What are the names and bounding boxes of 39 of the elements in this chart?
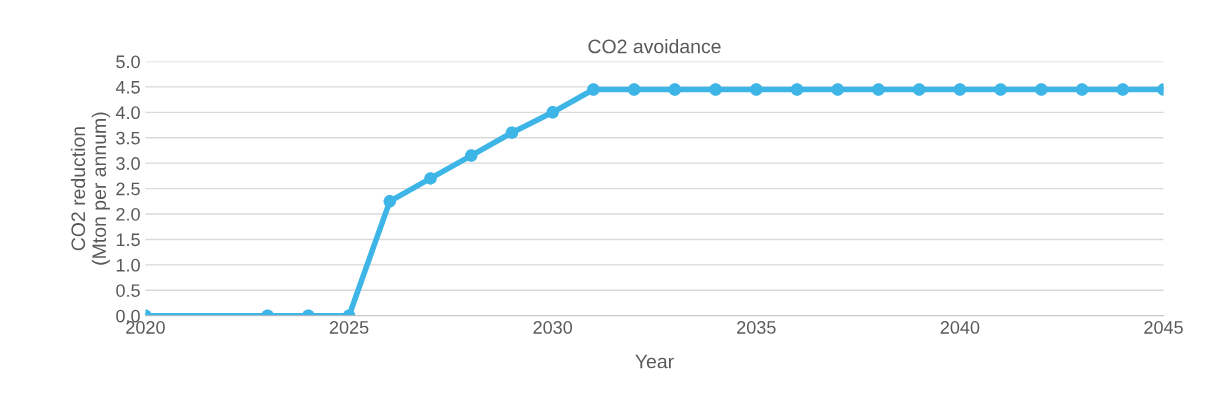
point: [627, 83, 641, 96]
x-tick-label: 2020: [126, 321, 165, 334]
point: [1116, 83, 1130, 96]
point: [1075, 83, 1089, 96]
point: [953, 83, 967, 96]
y-tick-label: 3.5: [116, 131, 140, 145]
point: [831, 83, 844, 96]
y-tick-label: 4.5: [115, 81, 140, 94]
y-tick-label: 4.0: [115, 106, 140, 120]
y-tick-label: 0.5: [116, 284, 140, 297]
point: [546, 106, 559, 119]
x-tick-label: 2045: [1144, 321, 1183, 334]
y-tick-label: 0.0: [116, 309, 140, 323]
y-axis-title: CO2 reduction (Mton per annum): [70, 112, 110, 265]
x-tick-label: 2025: [329, 321, 369, 334]
point: [709, 83, 722, 96]
point: [1035, 83, 1048, 96]
y-tick-label: 1.0: [116, 258, 140, 272]
point: [383, 195, 397, 208]
chart-title: CO2 avoidance: [588, 39, 721, 54]
y-tick-label: 2.5: [116, 182, 140, 196]
y-tick-label: 1.5: [116, 233, 140, 247]
point: [424, 172, 437, 185]
point: [750, 83, 763, 96]
x-axis-title: Year: [635, 354, 674, 369]
point: [790, 83, 804, 96]
x-tick-label: 2030: [533, 321, 573, 334]
point: [872, 83, 885, 96]
y-tick-label: 3.0: [116, 157, 140, 170]
x-tick-label: 2035: [737, 321, 776, 334]
point: [587, 83, 600, 96]
point: [464, 149, 478, 162]
y-tick-label: 5.0: [116, 55, 140, 69]
point: [505, 126, 519, 139]
x-tick-label: 2040: [940, 321, 980, 334]
point: [912, 83, 926, 96]
point: [994, 83, 1007, 96]
y-tick-label: 2.0: [116, 207, 140, 221]
point: [668, 83, 682, 96]
